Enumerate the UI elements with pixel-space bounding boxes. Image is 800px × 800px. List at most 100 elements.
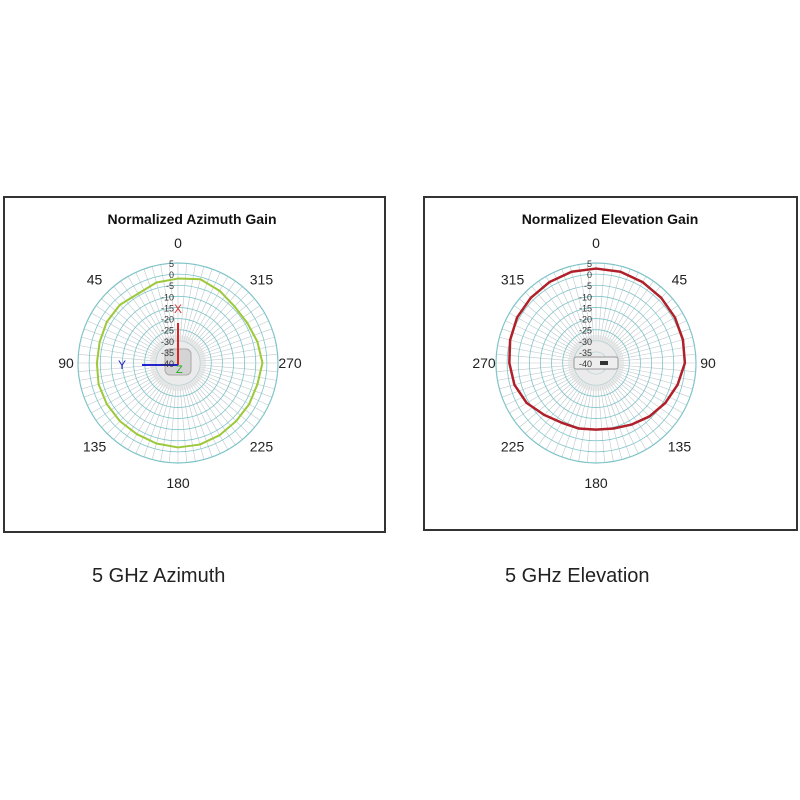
grid-ring <box>562 329 630 397</box>
grid-spoke <box>616 320 687 354</box>
device-port <box>600 361 608 365</box>
angle-label: 315 <box>501 272 525 288</box>
grid-spoke <box>101 298 162 349</box>
angle-label: 135 <box>668 438 692 454</box>
grid-spoke <box>496 364 574 373</box>
grid-spoke <box>160 264 175 342</box>
radial-tick-label: -30 <box>161 337 174 347</box>
grid-spoke <box>617 345 695 360</box>
grid-ring <box>99 284 257 442</box>
grid-spoke <box>553 272 587 343</box>
elevation-caption: 5 GHz Elevation <box>505 565 650 587</box>
angle-label: 0 <box>592 235 600 251</box>
grid-spoke <box>79 345 157 360</box>
angle-label: 270 <box>472 355 496 371</box>
grid-spoke <box>614 305 679 351</box>
radial-tick-label: 5 <box>587 259 592 269</box>
angle-label: 315 <box>250 272 274 288</box>
radial-tick-label: -5 <box>584 281 592 291</box>
grid-spoke <box>501 328 576 356</box>
grid-spoke <box>618 353 696 362</box>
device-image <box>573 356 619 370</box>
gain-trace <box>95 277 264 449</box>
grid-spoke <box>531 379 582 440</box>
grid-spoke <box>586 263 595 341</box>
grid-spoke <box>188 276 229 344</box>
grid-spoke <box>617 336 693 358</box>
grid-ring <box>122 307 234 419</box>
grid-spoke <box>538 381 584 446</box>
grid-spoke <box>181 264 196 342</box>
radial-tick-label: -35 <box>579 348 592 358</box>
radial-tick-label: -35 <box>161 348 174 358</box>
grid-ring <box>77 262 279 464</box>
grid-spoke <box>597 263 606 341</box>
angle-label: 180 <box>584 475 608 491</box>
grid-spoke <box>616 328 691 356</box>
grid-spoke <box>610 379 661 440</box>
radial-tick-label: -20 <box>579 315 592 325</box>
grid-spoke <box>196 305 261 351</box>
grid-ring <box>540 307 652 419</box>
grid-spoke <box>605 272 639 343</box>
grid-spoke <box>569 384 591 460</box>
grid-spoke <box>120 381 166 446</box>
grid-spoke <box>113 286 164 347</box>
grid-spoke <box>513 375 578 421</box>
azimuth-caption: 5 GHz Azimuth <box>92 565 226 587</box>
grid-spoke <box>79 366 157 381</box>
grid-spoke <box>499 368 575 390</box>
y-axis-label: Y <box>118 358 126 372</box>
grid-spoke <box>101 377 162 428</box>
grid-spoke <box>78 353 156 362</box>
grid-spoke <box>199 366 277 381</box>
radial-tick-label: 5 <box>169 259 174 269</box>
grid-spoke <box>599 264 614 342</box>
radial-tick-label: -15 <box>161 303 174 313</box>
radial-tick-label: -5 <box>166 281 174 291</box>
grid-spoke <box>83 370 158 398</box>
grid-spoke <box>160 384 175 462</box>
angle-label: 90 <box>700 355 716 371</box>
radial-tick-label: -25 <box>161 326 174 336</box>
grid-spoke <box>553 383 587 454</box>
grid-spoke <box>188 382 229 450</box>
grid-spoke <box>608 280 654 345</box>
radial-tick-label: -30 <box>579 337 592 347</box>
grid-spoke <box>617 366 695 381</box>
grid-ring <box>110 295 246 431</box>
angle-label: 135 <box>83 438 107 454</box>
radial-tick-label: -20 <box>161 315 174 325</box>
grid-spoke <box>198 372 269 406</box>
grid-spoke <box>497 366 575 381</box>
grid-spoke <box>615 312 683 353</box>
grid-spoke <box>143 268 171 343</box>
chart-title: Normalized Elevation Gain <box>522 211 699 227</box>
grid-spoke <box>193 378 249 434</box>
grid-spoke <box>199 336 275 358</box>
grid-spoke <box>120 280 166 345</box>
grid-spoke <box>606 382 647 450</box>
grid-spoke <box>194 377 255 428</box>
grid-spoke <box>586 385 595 463</box>
grid-spoke <box>545 382 586 450</box>
grid-ring <box>88 273 268 453</box>
grid-spoke <box>168 385 177 463</box>
grid-spoke <box>611 378 667 434</box>
grid-spoke <box>198 320 269 354</box>
grid-spoke <box>183 384 205 460</box>
grid-spoke <box>127 276 168 344</box>
grid-spoke <box>616 372 687 406</box>
grid-spoke <box>192 379 243 440</box>
grid-spoke <box>612 298 673 349</box>
grid-spoke <box>196 375 261 421</box>
angle-label: 90 <box>58 355 74 371</box>
grid-spoke <box>143 383 171 458</box>
grid-spoke <box>107 378 163 434</box>
grid-spoke <box>87 372 158 406</box>
angle-label: 180 <box>166 475 190 491</box>
grid-spoke <box>151 384 173 460</box>
grid-spoke <box>179 385 188 463</box>
grid-spoke <box>193 292 249 348</box>
grid-spoke <box>78 364 156 373</box>
